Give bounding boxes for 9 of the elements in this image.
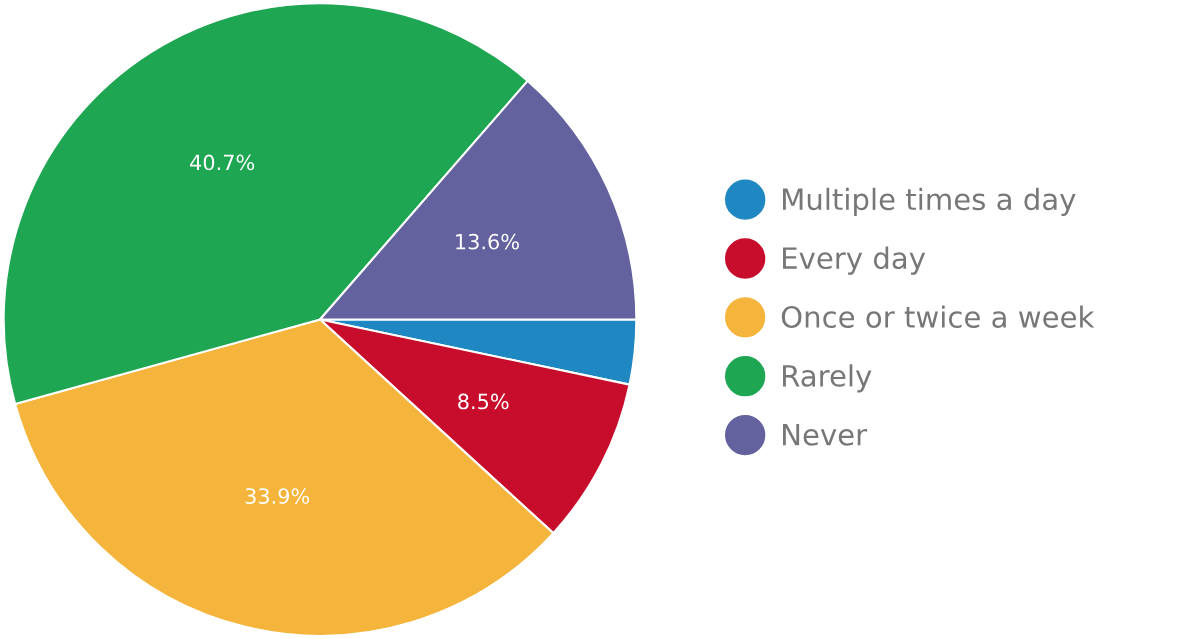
legend-label: Every day — [783, 246, 926, 275]
legend-label: Once or twice a week — [781, 305, 1095, 328]
legend-label: Rarely — [783, 364, 872, 393]
data-label: 13.6% — [456, 233, 519, 250]
data-label: 40.7% — [190, 154, 255, 171]
legend-label: Never — [783, 423, 868, 446]
legend-label: Multiple times a day — [783, 187, 1076, 216]
data-label: 8.5% — [458, 393, 509, 410]
data-label: 33.9% — [245, 488, 310, 504]
